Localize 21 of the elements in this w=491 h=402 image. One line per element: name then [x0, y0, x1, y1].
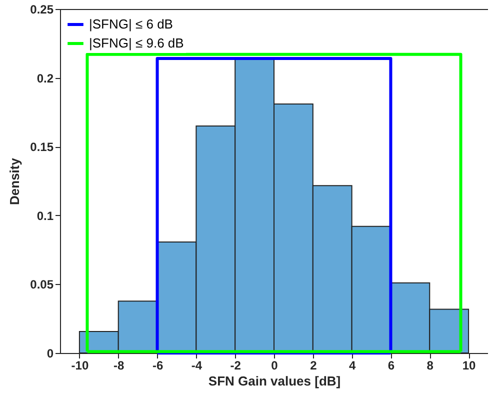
x-tick-label: -10 — [71, 358, 89, 372]
y-tick-label: 0.2 — [36, 71, 54, 86]
x-tick-label: 0 — [271, 358, 278, 372]
x-tick-label: 10 — [462, 358, 476, 372]
y-tick-label: 0.15 — [30, 140, 54, 154]
x-tick-label: -2 — [230, 358, 242, 372]
y-tick-label: 0.25 — [30, 2, 54, 16]
x-axis-title: SFN Gain values [dB] — [208, 374, 341, 388]
x-tick-label: 8 — [426, 358, 434, 372]
y-tick-label: 0.1 — [36, 208, 54, 223]
x-tick-label: 6 — [388, 358, 395, 372]
x-tick-label: 4 — [348, 358, 356, 372]
x-tick-label: 2 — [310, 358, 318, 372]
x-tick-label: -6 — [152, 358, 164, 372]
x-tick-label: -4 — [191, 358, 202, 372]
legend-label: |SFNG| ≤ 9.6 dB — [89, 36, 184, 50]
y-tick-label: 0 — [46, 346, 54, 360]
legend-label: |SFNG| ≤ 6 dB — [89, 16, 173, 32]
y-axis-title: Density — [7, 157, 22, 205]
y-tick-label: 0.05 — [30, 278, 54, 292]
x-tick-label: -8 — [114, 358, 125, 372]
